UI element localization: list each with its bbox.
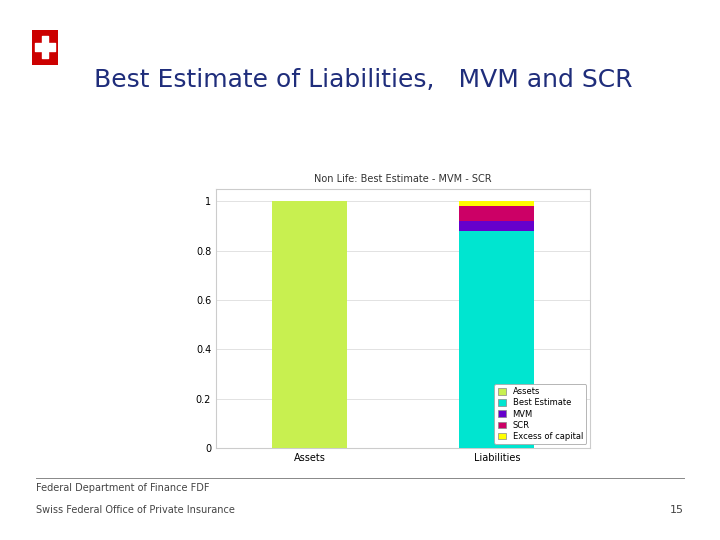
Text: Best Estimate of Liabilities,   MVM and SCR: Best Estimate of Liabilities, MVM and SC… (94, 68, 632, 91)
FancyBboxPatch shape (32, 27, 58, 68)
Legend: Assets, Best Estimate, MVM, SCR, Excess of capital: Assets, Best Estimate, MVM, SCR, Excess … (494, 384, 586, 444)
Text: Swiss Federal Office of Private Insurance: Swiss Federal Office of Private Insuranc… (36, 505, 235, 515)
Bar (459, 206, 534, 221)
Title: Non Life: Best Estimate - MVM - SCR: Non Life: Best Estimate - MVM - SCR (315, 174, 492, 184)
Bar (459, 231, 534, 448)
Bar (459, 221, 534, 231)
Bar (272, 201, 347, 448)
Text: 15: 15 (670, 505, 684, 515)
Bar (459, 201, 534, 206)
Text: Federal Department of Finance FDF: Federal Department of Finance FDF (36, 483, 210, 494)
